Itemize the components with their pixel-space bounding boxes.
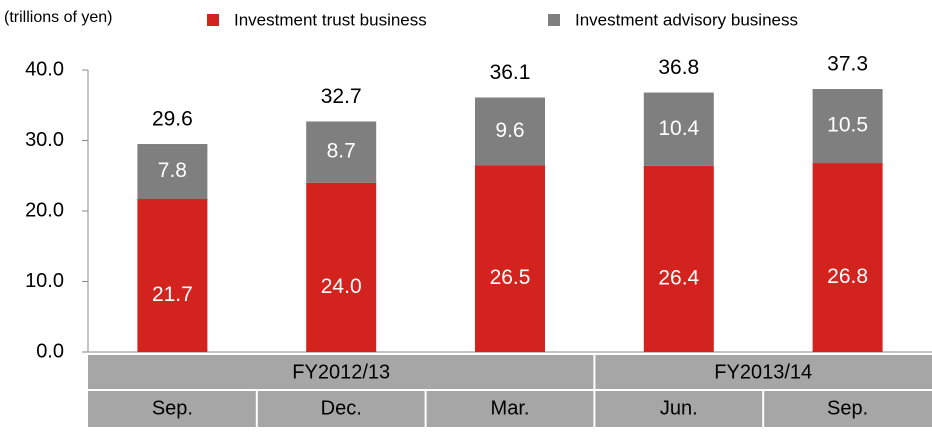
x-tick-label: Sep. bbox=[152, 397, 193, 419]
bar-segment bbox=[306, 182, 377, 352]
bar-segment bbox=[137, 144, 208, 200]
x-tick-label: Mar. bbox=[491, 397, 530, 419]
value-label: 26.5 bbox=[490, 266, 531, 289]
legend-swatch bbox=[548, 14, 560, 26]
value-label: 21.7 bbox=[152, 283, 193, 306]
bar-segment bbox=[475, 165, 545, 352]
bar-segment bbox=[306, 121, 377, 183]
bar-segment bbox=[643, 165, 714, 352]
bar-segment bbox=[812, 163, 883, 352]
bar-segment bbox=[812, 89, 883, 164]
x-tick-label: Sep. bbox=[827, 397, 868, 419]
group-label: FY2013/14 bbox=[714, 361, 812, 383]
x-tick-label: Dec. bbox=[321, 397, 362, 419]
bar-segment bbox=[475, 97, 545, 166]
total-label: 36.8 bbox=[658, 56, 699, 79]
y-tick-label: 40.0 bbox=[25, 58, 64, 80]
legend-label: Investment advisory business bbox=[575, 10, 798, 29]
total-label: 29.6 bbox=[152, 108, 193, 131]
value-label: 24.0 bbox=[321, 275, 362, 298]
bar-segment bbox=[643, 92, 714, 166]
bar-segment bbox=[137, 199, 208, 352]
value-label: 26.4 bbox=[658, 266, 699, 289]
total-label: 32.7 bbox=[321, 85, 362, 108]
y-axis-label: (trillions of yen) bbox=[4, 9, 112, 26]
y-tick-label: 30.0 bbox=[25, 129, 64, 151]
value-label: 8.7 bbox=[327, 140, 356, 163]
group-label: FY2012/13 bbox=[292, 361, 390, 383]
total-label: 37.3 bbox=[827, 53, 868, 76]
value-label: 7.8 bbox=[158, 159, 187, 182]
total-label: 36.1 bbox=[490, 61, 531, 84]
legend-swatch bbox=[207, 14, 219, 26]
y-tick-label: 0.0 bbox=[36, 340, 64, 362]
value-label: 10.5 bbox=[827, 114, 868, 137]
value-label: 9.6 bbox=[495, 119, 524, 142]
x-tick-label: Jun. bbox=[660, 397, 698, 419]
legend-label: Investment trust business bbox=[234, 10, 427, 29]
value-label: 26.8 bbox=[827, 265, 868, 288]
y-tick-label: 20.0 bbox=[25, 199, 64, 221]
y-tick-label: 10.0 bbox=[25, 270, 64, 292]
value-label: 10.4 bbox=[658, 117, 699, 140]
